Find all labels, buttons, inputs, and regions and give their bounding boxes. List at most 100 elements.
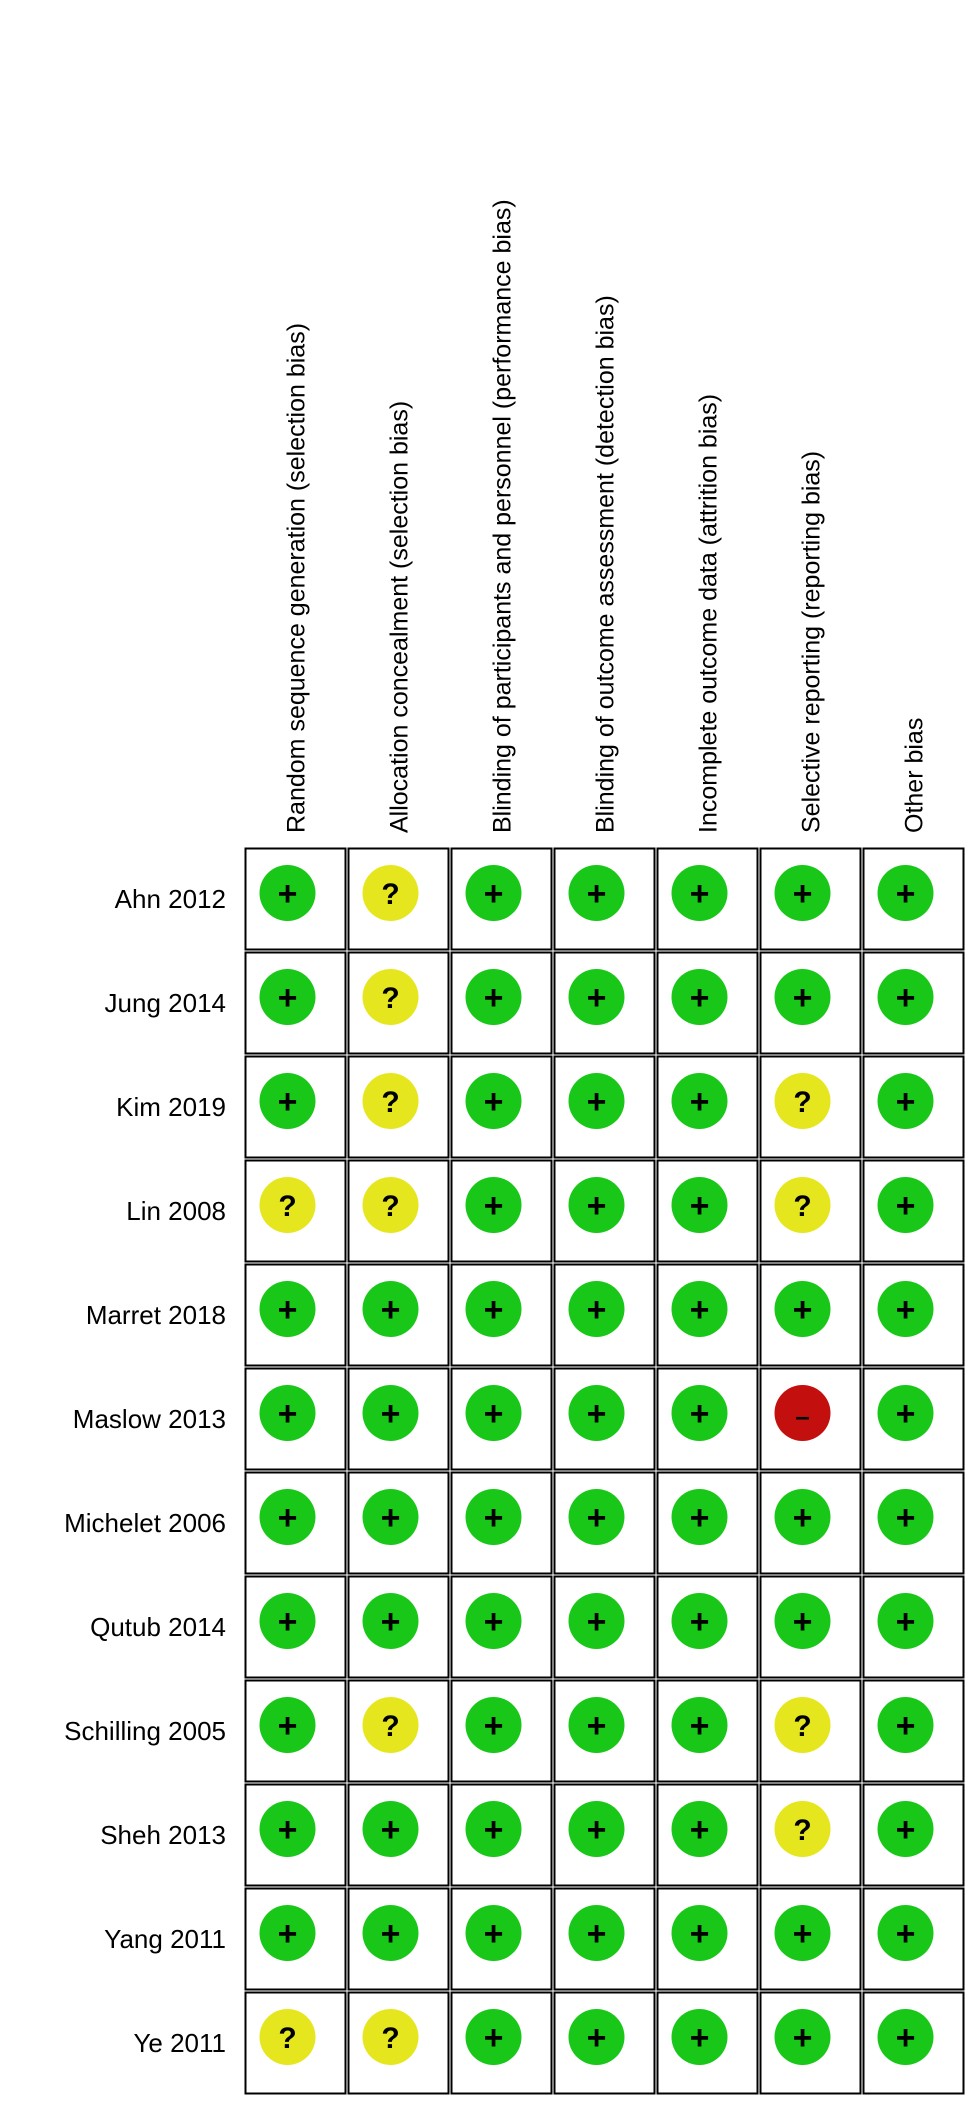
judgement-unclear-circle <box>362 2009 419 2065</box>
judgement-unclear-symbol: ? <box>381 2022 399 2055</box>
judgement-unclear-symbol: ? <box>793 1710 811 1743</box>
judgement-low-symbol: + <box>587 1603 607 1641</box>
judgement-low-symbol: + <box>278 979 298 1017</box>
study-label: Sheh 2013 <box>100 1820 226 1850</box>
judgement-low-symbol: + <box>587 1915 607 1953</box>
judgement-low-symbol: + <box>690 1083 710 1121</box>
judgement-low-symbol: + <box>896 1083 916 1121</box>
judgement-low-symbol: + <box>690 979 710 1017</box>
judgement-low-symbol: + <box>896 1811 916 1849</box>
judgement-cell: + <box>244 1367 347 1471</box>
judgement-low-circle <box>362 1281 419 1337</box>
judgement-low-symbol: + <box>896 1499 916 1537</box>
judgement-cell: + <box>656 1055 759 1159</box>
judgement-cell: + <box>656 1575 759 1679</box>
judgement-cell: + <box>656 1679 759 1783</box>
judgement-cell: + <box>553 1887 656 1991</box>
judgement-low-circle <box>568 1905 625 1961</box>
judgement-cell: + <box>656 1471 759 1575</box>
judgement-cell: + <box>759 1471 862 1575</box>
judgement-low-circle <box>671 865 728 921</box>
study-label: Schilling 2005 <box>64 1716 226 1746</box>
judgement-low-circle <box>259 1281 316 1337</box>
judgement-low-symbol: + <box>896 1291 916 1329</box>
study-label: Ahn 2012 <box>115 884 226 914</box>
judgement-low-symbol: + <box>793 2019 813 2057</box>
judgement-cell: + <box>450 1679 553 1783</box>
study-label: Marret 2018 <box>86 1300 226 1330</box>
judgement-low-symbol: + <box>587 875 607 913</box>
judgement-cell: ? <box>759 1055 862 1159</box>
judgement-low-symbol: + <box>278 1707 298 1745</box>
study-label: Ye 2011 <box>133 2028 226 2058</box>
judgement-low-circle <box>568 1073 625 1129</box>
judgement-cell: + <box>759 1263 862 1367</box>
judgement-low-circle <box>671 1905 728 1961</box>
judgement-cell: + <box>553 951 656 1055</box>
judgement-low-symbol: + <box>793 875 813 913</box>
judgement-low-circle <box>671 1177 728 1233</box>
judgement-low-symbol: + <box>278 1395 298 1433</box>
judgement-low-symbol: + <box>381 1499 401 1537</box>
judgement-low-circle <box>568 2009 625 2065</box>
judgement-cell: ? <box>244 1991 347 2095</box>
judgement-cell: – <box>759 1367 862 1471</box>
judgement-low-circle <box>259 1489 316 1545</box>
judgement-unclear-circle <box>362 969 419 1025</box>
judgement-low-symbol: + <box>484 875 504 913</box>
judgement-low-symbol: + <box>381 1915 401 1953</box>
judgement-low-circle <box>877 1697 934 1753</box>
judgement-low-symbol: + <box>381 1395 401 1433</box>
judgement-cell: + <box>656 847 759 951</box>
judgement-low-circle <box>259 969 316 1025</box>
judgement-low-circle <box>465 969 522 1025</box>
judgement-low-circle <box>465 1697 522 1753</box>
judgement-cell: + <box>347 1887 450 1991</box>
judgement-low-circle <box>877 1905 934 1961</box>
judgement-low-symbol: + <box>896 979 916 1017</box>
judgement-low-circle <box>362 1905 419 1961</box>
study-label: Jung 2014 <box>105 988 226 1018</box>
judgement-low-circle <box>568 1697 625 1753</box>
judgement-unclear-circle <box>774 1073 831 1129</box>
judgement-cell: + <box>553 1783 656 1887</box>
judgement-low-circle <box>671 1697 728 1753</box>
judgement-cell: + <box>759 847 862 951</box>
judgement-low-circle <box>774 969 831 1025</box>
judgement-unclear-symbol: ? <box>381 1086 399 1119</box>
judgement-cell: + <box>553 1367 656 1471</box>
judgement-unclear-circle <box>259 2009 316 2065</box>
judgement-low-symbol: + <box>484 1707 504 1745</box>
judgement-low-circle <box>465 1801 522 1857</box>
judgement-cell: + <box>862 1263 965 1367</box>
judgement-low-symbol: + <box>587 1811 607 1849</box>
judgement-cell: + <box>759 1575 862 1679</box>
judgement-cell: + <box>244 847 347 951</box>
judgement-unclear-circle <box>774 1697 831 1753</box>
judgement-cell: ? <box>347 951 450 1055</box>
judgement-cell: + <box>553 1159 656 1263</box>
judgement-cell: + <box>862 1367 965 1471</box>
judgement-low-circle <box>877 1801 934 1857</box>
judgement-low-circle <box>259 1073 316 1129</box>
judgement-cell: + <box>862 1783 965 1887</box>
judgement-low-circle <box>671 1281 728 1337</box>
judgement-low-circle <box>877 1385 934 1441</box>
judgement-low-circle <box>362 1593 419 1649</box>
judgement-low-symbol: + <box>690 1811 710 1849</box>
judgement-low-symbol: + <box>896 1187 916 1225</box>
judgement-unclear-circle <box>362 1697 419 1753</box>
judgement-low-circle <box>259 1905 316 1961</box>
judgement-unclear-circle <box>774 1801 831 1857</box>
judgement-low-symbol: + <box>587 979 607 1017</box>
judgement-low-circle <box>568 865 625 921</box>
judgement-cell: ? <box>759 1679 862 1783</box>
judgement-low-circle <box>671 1489 728 1545</box>
judgement-cell: + <box>450 1159 553 1263</box>
judgement-low-circle <box>465 865 522 921</box>
judgement-cell: + <box>450 1367 553 1471</box>
judgement-low-circle <box>568 1489 625 1545</box>
judgement-cell: + <box>553 1055 656 1159</box>
column-header-7: Other bias <box>901 718 929 833</box>
judgement-unclear-symbol: ? <box>381 982 399 1015</box>
